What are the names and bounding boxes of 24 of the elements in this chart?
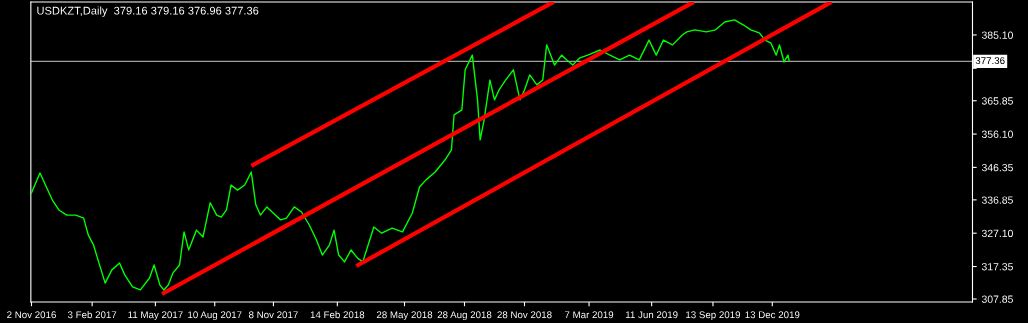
ref-line-label: 377.36 — [975, 57, 1005, 65]
y-tick-label: 385.10 — [981, 31, 1013, 39]
y-tick-label: 307.85 — [981, 295, 1013, 303]
x-tick-label: 3 Feb 2017 — [67, 311, 117, 319]
x-tick-label: 11 May 2017 — [128, 311, 183, 321]
y-tick-label: 327.10 — [981, 229, 1013, 238]
x-tick-label: 28 May 2018 — [376, 311, 433, 321]
x-tick-label: 13 Sep 2019 — [686, 311, 741, 321]
x-tick-label: 13 Dec 2019 — [745, 311, 800, 319]
y-tick-label: 317.35 — [981, 263, 1013, 271]
y-tick-label: 346.35 — [981, 163, 1013, 172]
y-tick-label: 336.85 — [981, 196, 1013, 204]
x-tick-label: 11 Jun 2019 — [625, 311, 678, 319]
x-tick-label: 28 Nov 2018 — [497, 311, 552, 319]
x-tick-label: 10 Aug 2017 — [188, 311, 242, 321]
x-tick-label: 8 Nov 2017 — [248, 311, 298, 319]
x-tick-label: 2 Nov 2016 — [7, 311, 56, 319]
y-tick-label: 356.10 — [981, 130, 1013, 138]
x-tick-label: 14 Feb 2018 — [310, 311, 365, 319]
line-series — [30, 19, 790, 291]
y-tick-label: 365.85 — [981, 97, 1013, 105]
chart-title: USDKZT,Daily 379.16 379.16 376.96 377.36 — [37, 6, 259, 17]
x-tick-label: 7 Mar 2019 — [564, 311, 614, 319]
x-tick-label: 28 Aug 2018 — [437, 311, 492, 321]
